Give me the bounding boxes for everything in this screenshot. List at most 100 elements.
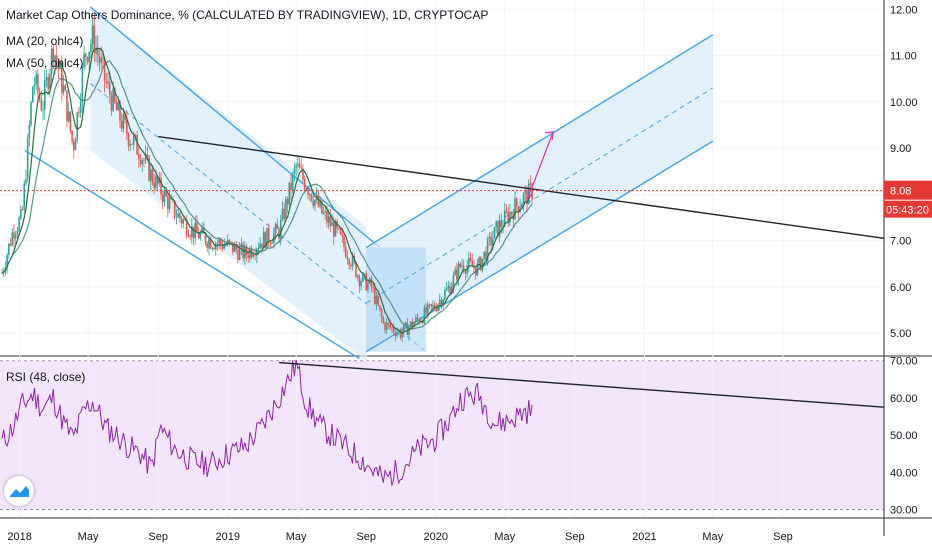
- candle-body: [175, 217, 178, 218]
- candle-body: [73, 141, 75, 151]
- time-tick-label: Sep: [148, 531, 168, 543]
- candle-body: [432, 304, 434, 307]
- candle-body: [298, 163, 301, 169]
- candle-body: [61, 63, 63, 93]
- candle-body: [225, 244, 227, 246]
- candle-body: [360, 281, 362, 287]
- candle-body: [385, 322, 388, 330]
- candle-body: [428, 303, 431, 305]
- candle-body: [132, 136, 135, 145]
- candle-body: [228, 239, 231, 242]
- candle-body: [131, 143, 133, 145]
- candle-body: [397, 330, 400, 333]
- candle-body: [409, 321, 412, 328]
- candle-body: [351, 255, 354, 267]
- candle-body: [344, 246, 347, 257]
- candle-body: [531, 184, 533, 200]
- candle-body: [124, 114, 126, 120]
- ma20-legend[interactable]: MA (20, ohlc4): [6, 34, 84, 48]
- candle-body: [139, 159, 142, 165]
- candle-body: [375, 296, 378, 304]
- candle-body: [490, 236, 492, 246]
- candle-body: [88, 51, 91, 63]
- candle-body: [96, 47, 99, 56]
- candle-body: [78, 112, 80, 113]
- candle-body: [45, 77, 48, 81]
- candle-body: [179, 213, 181, 219]
- candle-body: [413, 322, 415, 327]
- tradingview-logo[interactable]: [4, 476, 34, 506]
- candle-body: [379, 305, 381, 310]
- candle-body: [173, 201, 176, 218]
- candle-body: [286, 199, 289, 205]
- candle-body: [148, 156, 150, 181]
- candle-body: [21, 209, 24, 210]
- candle-body: [126, 119, 128, 135]
- candle-body: [249, 248, 251, 259]
- tradingview-logo-icon: [10, 486, 29, 497]
- candle-body: [160, 177, 162, 195]
- candle-body: [14, 234, 17, 239]
- candle-body: [127, 134, 130, 146]
- rsi-band: [0, 360, 884, 510]
- candle-body: [497, 221, 499, 237]
- candle-body: [329, 216, 332, 227]
- candle-body: [136, 135, 138, 155]
- time-tick-label: 2021: [632, 531, 656, 543]
- ma50-legend[interactable]: MA (50, ohlc4): [6, 56, 84, 70]
- price-tick-label: 9.00: [890, 143, 911, 155]
- candle-body: [442, 299, 444, 306]
- price-trendline: [158, 135, 885, 240]
- candle-body: [522, 194, 525, 205]
- time-tick-label: May: [494, 531, 515, 543]
- candle-body: [269, 242, 272, 244]
- candle-body: [411, 321, 414, 327]
- candle-body: [105, 80, 108, 84]
- candle-body: [134, 135, 137, 137]
- rsi-legend[interactable]: RSI (48, close): [6, 370, 86, 384]
- candle-body: [389, 323, 391, 328]
- candle-body: [180, 218, 183, 224]
- chart-title: Market Cap Others Dominance, % (CALCULAT…: [6, 8, 489, 22]
- candle-body: [285, 199, 287, 219]
- candle-body: [49, 73, 51, 89]
- candle-body: [444, 290, 446, 300]
- candle-body: [377, 296, 379, 306]
- candle-body: [107, 81, 109, 84]
- candle-body: [26, 138, 29, 179]
- price-tick-label: 7.00: [890, 236, 911, 248]
- candle-body: [20, 209, 22, 219]
- time-tick-label: Sep: [773, 531, 793, 543]
- candle-body: [521, 204, 523, 208]
- candle-body: [307, 190, 309, 195]
- candle-body: [338, 227, 340, 229]
- candle-body: [415, 317, 417, 323]
- candle-body: [30, 102, 32, 125]
- candle-body: [69, 111, 72, 131]
- candle-body: [119, 102, 121, 121]
- candle-body: [189, 236, 191, 238]
- candle-body: [505, 210, 508, 213]
- candle-body: [54, 55, 56, 62]
- candle-body: [201, 227, 203, 233]
- candle-body: [112, 88, 114, 111]
- last-price-label: 8.08: [890, 186, 911, 198]
- candle-body: [209, 239, 212, 249]
- candle-body: [28, 124, 31, 139]
- candle-body: [309, 194, 311, 195]
- candle-body: [456, 269, 458, 280]
- candle-body: [331, 222, 333, 227]
- candle-body: [279, 219, 282, 239]
- candle-body: [47, 77, 49, 89]
- countdown-label: 05:43:20: [886, 205, 929, 217]
- candle-body: [264, 232, 267, 248]
- candle-body: [483, 251, 486, 259]
- candle-body: [244, 246, 246, 259]
- candle-body: [356, 275, 359, 277]
- price-tick-label: 11.00: [890, 51, 917, 63]
- candle-body: [156, 176, 159, 184]
- candle-body: [391, 327, 393, 329]
- candle-body: [382, 317, 385, 323]
- candle-body: [165, 190, 167, 197]
